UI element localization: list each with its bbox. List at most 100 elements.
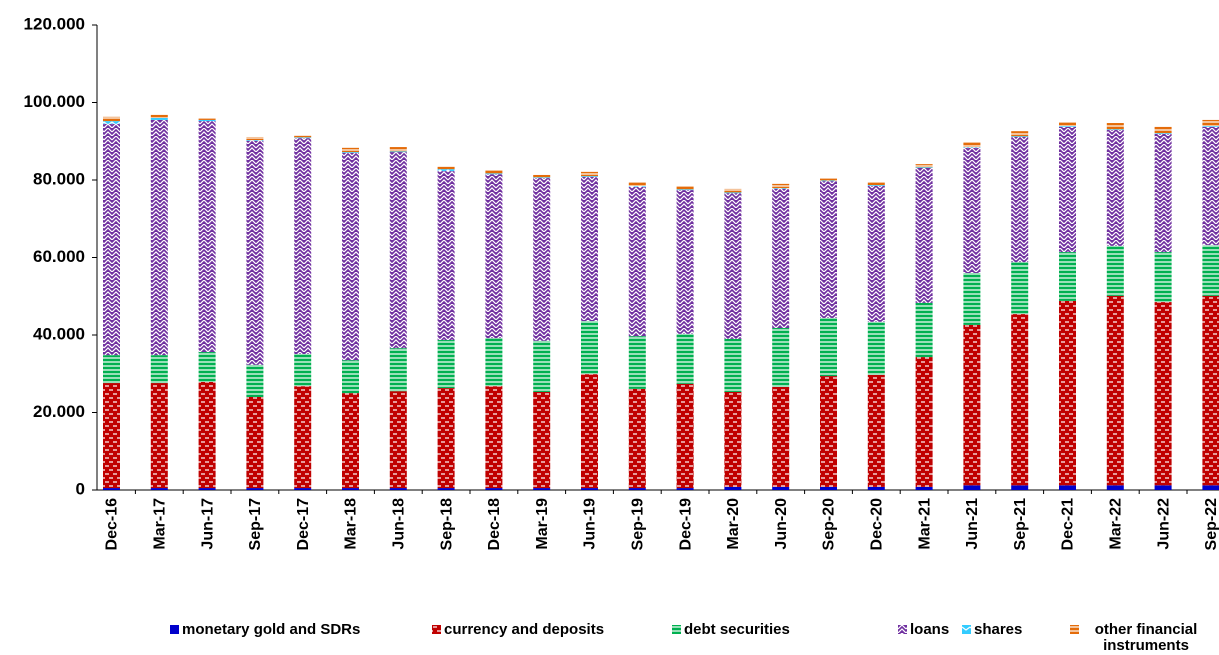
bar-segment	[389, 348, 407, 392]
bar-segment	[772, 328, 790, 387]
bar-segment	[1202, 119, 1219, 127]
bar-segment	[150, 355, 168, 384]
y-tick-label: 20.000	[33, 402, 85, 421]
bar-segment	[724, 338, 742, 392]
bar-segment	[198, 119, 216, 122]
bar-segment	[437, 169, 455, 172]
bar-segment	[772, 188, 790, 329]
bar-segment	[342, 360, 359, 394]
legend-item: shares	[962, 622, 1022, 638]
legend-swatch	[1070, 625, 1079, 634]
bar-segment	[628, 488, 646, 490]
bar-segment	[963, 147, 981, 148]
bar-segment	[1011, 136, 1029, 263]
bar-segment	[820, 181, 837, 318]
x-tick-label: Mar-21	[916, 498, 933, 550]
bar-segment	[581, 488, 598, 490]
bar-segment	[246, 136, 264, 141]
bar-segment	[389, 147, 407, 152]
bar-segment	[724, 486, 742, 490]
bar-segment	[1154, 133, 1172, 253]
x-tick-label: Jun-22	[1155, 498, 1172, 550]
bar-segment	[772, 486, 790, 490]
bar-segment	[533, 488, 551, 490]
bar-segment	[246, 140, 264, 141]
bar-segment	[437, 166, 455, 170]
bar-segment	[342, 147, 359, 153]
legend-swatch	[672, 625, 681, 634]
x-tick-label: Jun-18	[391, 498, 408, 550]
bar-segment	[1106, 129, 1124, 131]
bar-segment	[198, 381, 216, 489]
bar-segment	[724, 192, 742, 194]
bar-segment	[963, 142, 981, 148]
bar-segment	[915, 486, 933, 490]
bar-segment	[867, 185, 885, 322]
legend: monetary gold and SDRs currency and depos…	[0, 622, 1219, 655]
bar-segment	[1202, 485, 1219, 490]
y-tick-label: 120.000	[24, 14, 85, 33]
y-tick-label: 100.000	[24, 92, 85, 111]
bar-segment	[1202, 295, 1219, 486]
x-tick-label: Sep-19	[630, 498, 647, 551]
bar-segment	[1011, 262, 1029, 315]
bar-segment	[198, 121, 216, 353]
bar-segment	[103, 383, 120, 489]
bar-segment	[1202, 245, 1219, 296]
x-tick-label: Sep-22	[1203, 498, 1219, 551]
legend-item: loans	[898, 622, 949, 638]
bar-segment	[342, 393, 359, 489]
bar-segment	[294, 137, 312, 139]
legend-item: currency and deposits	[432, 622, 604, 638]
x-tick-label: Sep-20	[821, 498, 838, 551]
bar-segment	[294, 135, 312, 138]
bar-segment	[820, 178, 837, 181]
x-tick-label: Jun-21	[964, 498, 981, 550]
x-tick-label: Sep-21	[1012, 498, 1029, 551]
bar-segment	[485, 338, 503, 387]
bar-segment	[1011, 136, 1029, 137]
legend-label: monetary gold and SDRs	[182, 621, 361, 638]
bar-segment	[103, 123, 120, 356]
bar-segment	[963, 324, 981, 486]
chart: 0 20.000 40.000 60.000 80.000 100.000 120.000 D…	[24, 14, 1219, 551]
legend-item: other financial instruments	[1070, 622, 1210, 654]
bar-segment	[820, 317, 837, 377]
bar-segment	[150, 114, 168, 118]
bar-segment	[724, 188, 742, 193]
legend-label: currency and deposits	[444, 621, 605, 638]
bar-segment	[581, 374, 598, 489]
bar-segment	[198, 352, 216, 382]
bar-segment	[1154, 302, 1172, 486]
bar-segment	[389, 488, 407, 490]
legend-label: debt securities	[684, 621, 790, 638]
bar-segment	[963, 147, 981, 273]
bar-segment	[389, 391, 407, 489]
bar-segment	[867, 181, 885, 186]
legend-swatch	[170, 625, 179, 634]
legend-swatch	[432, 625, 441, 634]
x-tick-label: Mar-18	[343, 498, 360, 550]
bar-segment	[581, 176, 598, 322]
bar-segment	[676, 185, 694, 190]
bar-segment	[915, 302, 933, 358]
bar-segment	[150, 119, 168, 356]
bar-segment	[1202, 126, 1219, 127]
bar-segment	[1106, 123, 1124, 130]
x-tick-label: Dec-19	[677, 498, 694, 551]
bar-segment	[1011, 314, 1029, 486]
bar-segment	[485, 173, 503, 175]
bar-segment	[437, 488, 455, 490]
bar-segment	[963, 273, 981, 325]
x-tick-label: Sep-17	[247, 498, 264, 551]
x-tick-label: Sep-18	[438, 498, 455, 551]
bar-segment	[485, 386, 503, 489]
bar-segment	[533, 340, 551, 392]
bar-segment	[103, 116, 120, 122]
bar-segment	[724, 193, 742, 339]
bar-segment	[628, 186, 646, 187]
bar-segment	[533, 391, 551, 489]
bar-segment	[294, 138, 312, 354]
bar-segment	[1059, 485, 1076, 490]
